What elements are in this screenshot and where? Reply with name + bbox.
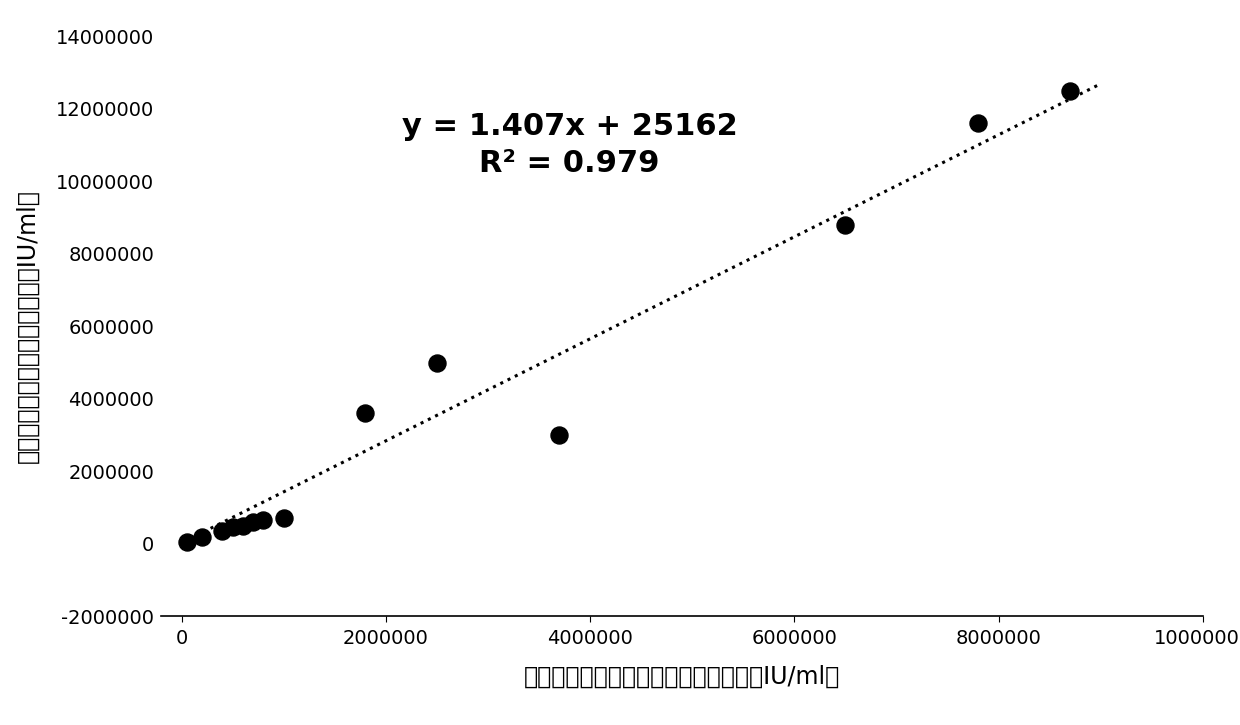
Point bbox=[427, 357, 446, 368]
Point bbox=[212, 525, 232, 536]
Point bbox=[968, 117, 988, 129]
Point bbox=[836, 219, 856, 231]
Point bbox=[177, 536, 197, 548]
Text: y = 1.407x + 25162: y = 1.407x + 25162 bbox=[402, 112, 738, 141]
Point bbox=[356, 407, 376, 419]
Point bbox=[223, 522, 243, 534]
Point bbox=[243, 516, 263, 528]
Y-axis label: 微量细胞病变抑制法检测结果（IU/ml）: 微量细胞病变抑制法检测结果（IU/ml） bbox=[15, 189, 40, 463]
Point bbox=[192, 531, 212, 542]
Point bbox=[233, 520, 253, 531]
X-axis label: 本发明建立干扰素活性检测方法结果（IU/ml）: 本发明建立干扰素活性检测方法结果（IU/ml） bbox=[523, 664, 841, 689]
Point bbox=[1060, 85, 1080, 96]
Point bbox=[549, 429, 569, 441]
Point bbox=[274, 513, 294, 524]
Point bbox=[253, 515, 273, 526]
Text: R² = 0.979: R² = 0.979 bbox=[480, 149, 660, 178]
